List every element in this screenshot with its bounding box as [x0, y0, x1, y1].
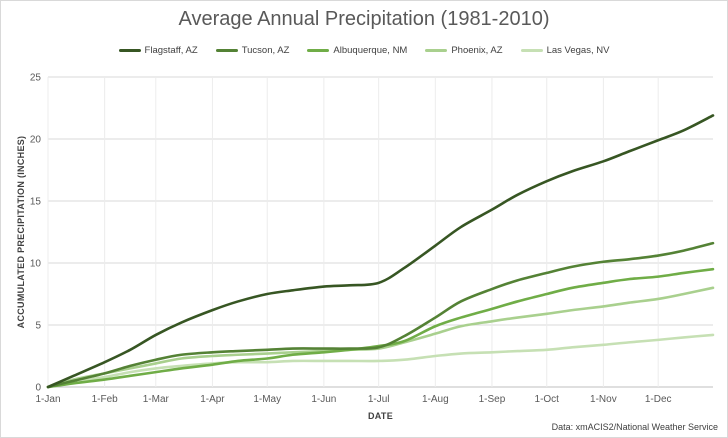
x-axis-title: DATE	[368, 411, 393, 421]
legend-item: Phoenix, AZ	[425, 45, 503, 56]
legend-swatch	[425, 49, 448, 52]
chart-legend: Flagstaff, AZ Tucson, AZ Albuquerque, NM Ph…	[0, 45, 728, 56]
source-note: Data: xmACIS2/National Weather Service	[551, 422, 718, 432]
series-line-las-vegas-nv	[46, 333, 715, 389]
legend-label: Albuquerque, NM	[333, 45, 408, 56]
legend-swatch	[307, 49, 330, 52]
legend-item: Albuquerque, NM	[307, 45, 407, 56]
x-tick-label: 1-Mar	[143, 394, 170, 405]
y-tick-label: 15	[30, 197, 42, 208]
legend-item: Flagstaff, AZ	[118, 45, 198, 56]
x-tick-label: 1-Aug	[422, 394, 449, 405]
y-tick-label: 20	[30, 135, 42, 146]
x-tick-label: 1-Jan	[35, 394, 60, 405]
x-tick-label: 1-Feb	[92, 394, 119, 405]
x-tick-label: 1-Sep	[479, 394, 506, 405]
legend-swatch	[215, 49, 238, 52]
legend-item: Las Vegas, NV	[520, 45, 610, 56]
x-tick-label: 1-Nov	[590, 394, 617, 405]
legend-label: Las Vegas, NV	[546, 45, 610, 56]
x-tick-label: 1-Oct	[535, 394, 560, 405]
legend-label: Tucson, AZ	[241, 45, 290, 56]
chart-title: Average Annual Precipitation (1981-2010)	[178, 8, 550, 30]
series-line-flagstaff-az	[46, 114, 715, 389]
y-tick-label: 5	[35, 321, 41, 332]
y-axis-title: ACCUMULATED PRECIPITATION (INCHES)	[16, 136, 26, 329]
x-tick-label: 1-Apr	[200, 394, 225, 405]
y-tick-label: 0	[35, 383, 41, 394]
x-tick-label: 1-May	[253, 394, 281, 405]
x-tick-label: 1-Jun	[311, 394, 336, 405]
y-tick-label: 25	[30, 73, 42, 84]
legend-label: Flagstaff, AZ	[144, 45, 198, 56]
legend-label: Phoenix, AZ	[451, 45, 503, 56]
series-line-tucson-az	[46, 241, 715, 389]
legend-swatch	[520, 49, 543, 52]
y-tick-label: 10	[30, 259, 42, 270]
legend-swatch	[118, 49, 141, 52]
legend-item: Tucson, AZ	[215, 45, 290, 56]
x-tick-label: 1-Jul	[368, 394, 390, 405]
x-tick-label: 1-Dec	[645, 394, 672, 405]
